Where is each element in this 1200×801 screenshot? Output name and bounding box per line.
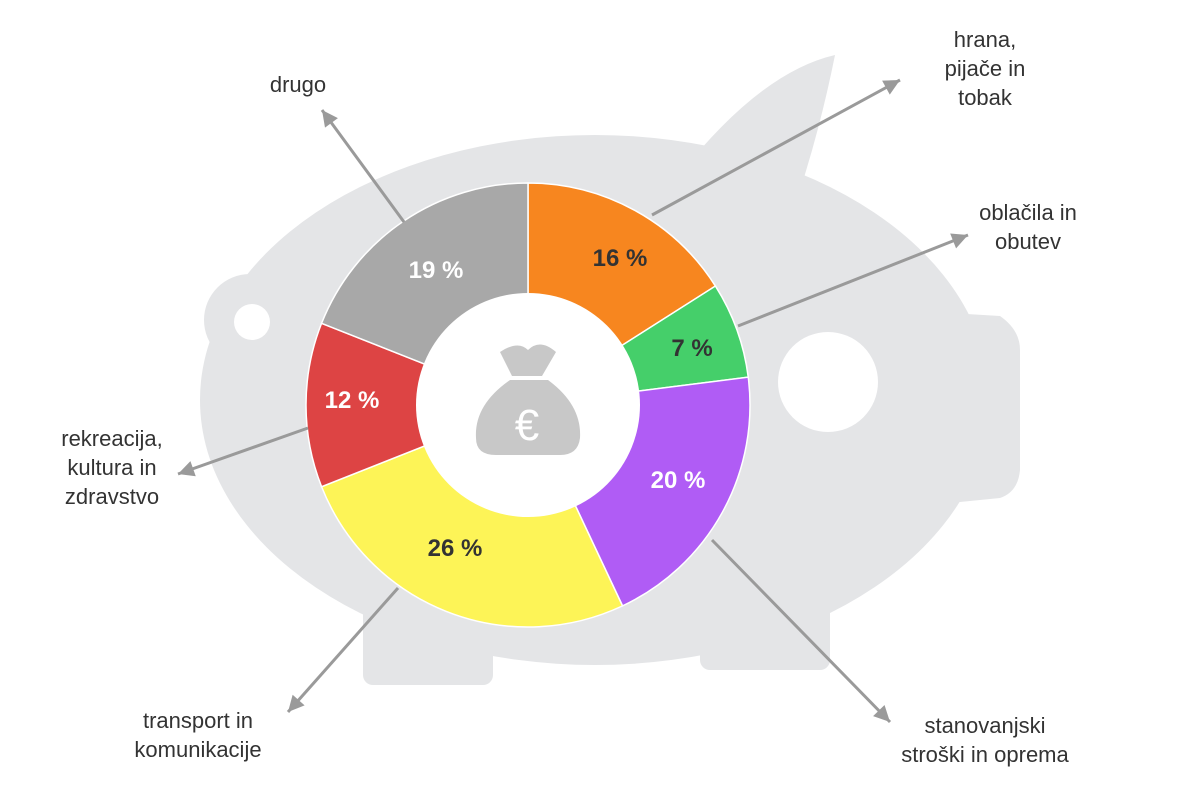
- value-label-clothing: 7 %: [671, 335, 712, 362]
- category-label-food: hrana, pijače in tobak: [945, 27, 1026, 110]
- category-label-line: drugo: [270, 72, 326, 97]
- leader-line-other: [320, 109, 406, 223]
- category-label-line: tobak: [958, 85, 1013, 110]
- value-label-housing: 20 %: [651, 467, 706, 494]
- money-bag-euro-icon: €: [475, 344, 581, 455]
- arrowhead-transport: [288, 694, 305, 712]
- piggy-tail-hole: [234, 304, 270, 340]
- value-label-food: 16 %: [593, 245, 648, 272]
- category-label-housing: stanovanjski stroški in oprema: [901, 713, 1069, 767]
- category-label-other: drugo: [270, 72, 326, 97]
- money-bag-neck: [500, 344, 556, 376]
- piggy-eye: [778, 332, 878, 432]
- category-label-line: komunikacije: [134, 737, 261, 762]
- piggy-ear: [700, 55, 835, 220]
- value-label-other: 19 %: [409, 257, 464, 284]
- leader-line-recreation: [177, 426, 309, 476]
- category-label-line: hrana,: [954, 27, 1016, 52]
- leader-line-clothing: [737, 233, 969, 328]
- euro-symbol: €: [515, 401, 539, 450]
- category-label-line: pijače in: [945, 56, 1026, 81]
- category-label-line: kultura in: [67, 455, 156, 480]
- arrowhead-housing: [873, 704, 890, 722]
- category-labels: hrana, pijače in tobak oblačila in obutev sta…: [61, 27, 1077, 767]
- category-label-recreation: rekreacija, kultura in zdravstvo: [61, 426, 162, 509]
- leader-line-housing: [710, 538, 892, 724]
- category-label-line: stroški in oprema: [901, 742, 1069, 767]
- arrowhead-clothing: [950, 233, 968, 249]
- piggy-leg-front: [700, 540, 830, 670]
- category-label-line: zdravstvo: [65, 484, 159, 509]
- category-label-line: rekreacija,: [61, 426, 162, 451]
- category-label-line: obutev: [995, 229, 1061, 254]
- arrowhead-food: [882, 80, 900, 95]
- arrowhead-recreation: [178, 461, 196, 477]
- value-label-transport: 26 %: [428, 535, 483, 562]
- leader-line-transport: [286, 587, 400, 713]
- money-bag-body: [475, 380, 581, 455]
- category-label-clothing: oblačila in obutev: [979, 200, 1077, 254]
- value-labels: 16 % 7 % 20 % 26 % 12 % 19 %: [325, 245, 713, 562]
- category-label-line: transport in: [143, 708, 253, 733]
- leader-line-food: [651, 78, 901, 217]
- piggy-snout: [900, 310, 1020, 505]
- value-label-recreation: 12 %: [325, 387, 380, 414]
- category-label-line: stanovanjski: [924, 713, 1045, 738]
- leader-lines: [177, 78, 969, 724]
- category-label-transport: transport in komunikacije: [134, 708, 261, 762]
- category-label-line: oblačila in: [979, 200, 1077, 225]
- arrowhead-other: [322, 110, 338, 128]
